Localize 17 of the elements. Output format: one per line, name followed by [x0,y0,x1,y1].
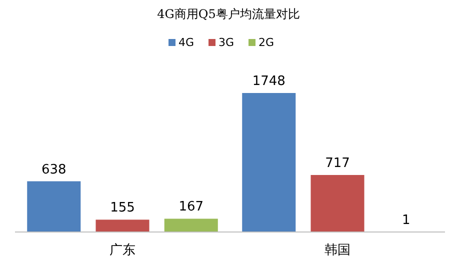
data-label: 717 [325,156,350,171]
legend-label: 3G [218,36,234,49]
bar [27,181,81,232]
data-label: 1748 [252,74,286,89]
bar [310,174,364,232]
bar [242,93,296,232]
legend-label: 2G [258,36,274,49]
data-label: 1 [402,212,410,228]
x-tick-label: 广东 [110,243,136,258]
data-label: 155 [110,200,135,216]
chart-title: 4G商用Q5粤户均流量对比 [157,7,300,21]
legend-label: 4G [178,36,194,49]
data-label: 167 [178,200,204,215]
data-label: 638 [41,162,66,178]
bar [96,220,150,232]
bar [164,218,218,232]
x-tick-label: 韩国 [324,243,350,258]
